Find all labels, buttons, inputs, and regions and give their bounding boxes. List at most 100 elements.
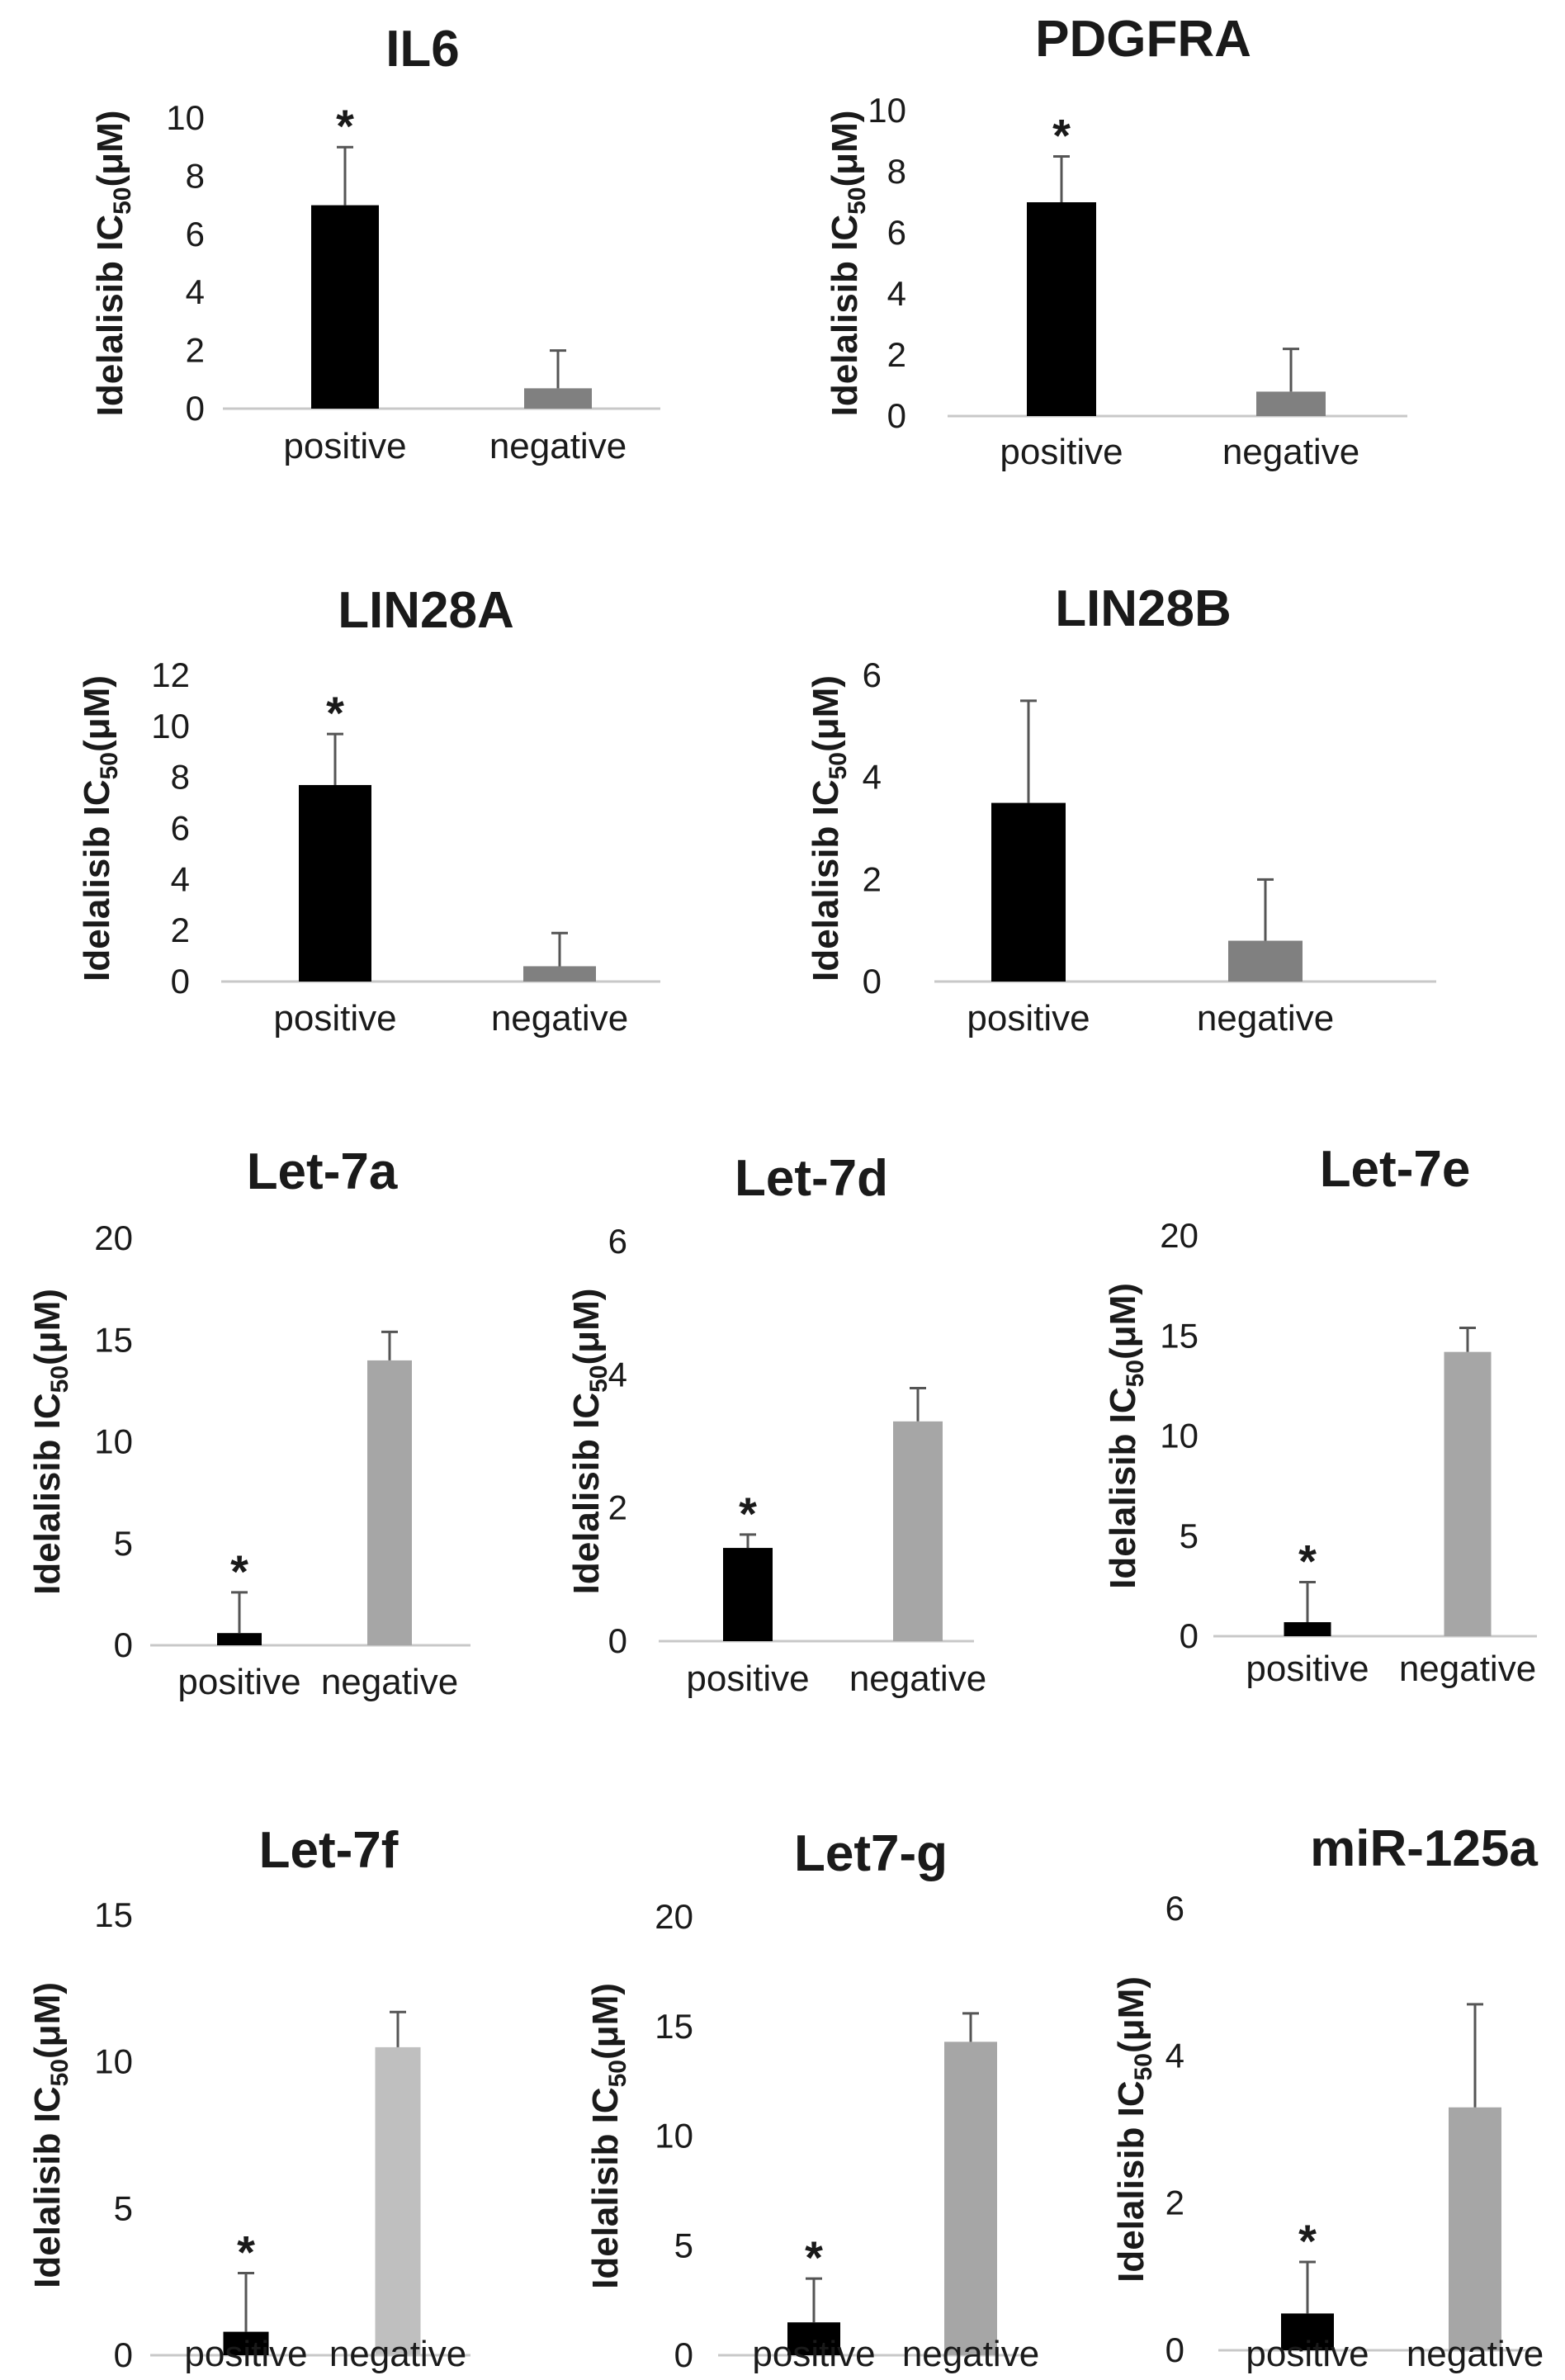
y-tick-label: 0 (114, 1625, 133, 1664)
y-axis-label-main: Idelalisib IC (585, 2087, 626, 2289)
y-tick-label: 4 (608, 1355, 627, 1393)
y-axis-label-subscript: 50 (1122, 1360, 1149, 1387)
bar-negative (523, 966, 596, 982)
error-bar (910, 1386, 926, 1422)
error-bar (327, 732, 343, 785)
y-axis-label: Idelalisib IC50(μM) (825, 111, 871, 417)
y-tick-label: 20 (94, 1218, 133, 1257)
chart-title: Let-7e (1320, 1141, 1471, 1198)
bar-negative (1444, 1351, 1492, 1636)
y-axis-label: Idelalisib IC50(μM) (77, 675, 123, 982)
error-bar (1053, 155, 1070, 202)
x-category-label: positive (184, 2334, 307, 2374)
error-bar (550, 349, 566, 389)
bar-positive (311, 205, 379, 409)
y-tick-label: 0 (1180, 1616, 1199, 1655)
y-tick-label: 4 (171, 859, 190, 898)
bar-positive (991, 802, 1066, 982)
y-axis-label-main: Idelalisib IC (806, 779, 846, 982)
y-tick-label: 2 (863, 859, 882, 898)
y-axis-label-unit: (μM) (90, 111, 130, 187)
y-tick-label: 10 (1160, 1417, 1199, 1455)
y-axis-label-subscript: 50 (604, 2060, 631, 2087)
error-bar (1299, 2260, 1316, 2314)
chart-panel-il6: IL6 Idelalisib IC50(μM) 0 2 4 6 8 10 * positive ne… (90, 21, 660, 466)
x-category-label: negative (849, 1658, 986, 1699)
y-tick-label: 0 (186, 389, 205, 428)
error-bar (231, 1591, 248, 1634)
chart-panel-let7-g: Let7-g Idelalisib IC50(μM) 0 5 10 15 20 * positi… (585, 1825, 1039, 2374)
y-tick-label: 8 (887, 152, 906, 191)
y-tick-label: 15 (1160, 1316, 1199, 1355)
y-axis-label-main: Idelalisib IC (90, 215, 130, 417)
chart-title: PDGFRA (1035, 11, 1251, 68)
bar-positive (1027, 202, 1096, 416)
x-category-label: positive (1246, 1649, 1369, 1689)
bar-negative (893, 1421, 943, 1641)
y-tick-label: 15 (655, 2007, 693, 2046)
y-tick-label: 15 (94, 1895, 133, 1934)
chart-panel-let-7a: Let-7a Idelalisib IC50(μM) 0 5 10 15 20 * positi… (27, 1143, 470, 1702)
significance-marker: * (739, 1488, 757, 1540)
y-axis-label: Idelalisib IC50(μM) (566, 1289, 612, 1595)
y-tick-label: 20 (1160, 1216, 1199, 1255)
y-tick-label: 12 (151, 655, 190, 694)
x-category-label: negative (1407, 2334, 1544, 2374)
chart-panel-mir-125a: miR-125a Idelalisib IC50(μM) 0 2 4 6 * positive… (1111, 1820, 1544, 2374)
x-category-label: negative (1197, 998, 1334, 1039)
bar-negative (524, 388, 592, 409)
significance-marker: * (230, 1545, 248, 1597)
y-axis-label: Idelalisib IC50(μM) (27, 1982, 73, 2288)
y-tick-label: 6 (863, 655, 882, 694)
y-tick-label: 0 (608, 1621, 627, 1660)
significance-marker: * (336, 100, 354, 152)
chart-title: IL6 (385, 21, 460, 78)
error-bar (551, 931, 568, 967)
chart-panel-let-7e: Let-7e Idelalisib IC50(μM) 0 5 10 15 20 * positi… (1103, 1141, 1537, 1689)
x-category-label: positive (283, 426, 406, 466)
chart-panel-pdgfra: PDGFRA Idelalisib IC50(μM) 0 2 4 6 8 10 * positiv… (825, 11, 1407, 472)
significance-marker: * (1052, 110, 1071, 162)
y-axis-label-subscript: 50 (844, 187, 871, 215)
y-axis-label-unit: (μM) (806, 675, 846, 752)
y-axis-label-unit: (μM) (27, 1982, 68, 2059)
bar-negative (1228, 940, 1303, 982)
y-axis-label-unit: (μM) (566, 1289, 607, 1365)
bar-negative (367, 1360, 412, 1645)
y-tick-label: 0 (887, 396, 906, 435)
y-axis-label-subscript: 50 (46, 2059, 73, 2086)
y-tick-label: 0 (114, 2335, 133, 2374)
x-category-label: negative (1222, 432, 1359, 472)
y-tick-label: 4 (887, 274, 906, 313)
x-category-label: positive (967, 998, 1090, 1039)
error-bar (390, 2010, 406, 2047)
error-bar (806, 2277, 822, 2323)
y-tick-label: 10 (94, 2042, 133, 2081)
y-axis-label-unit: (μM) (27, 1289, 68, 1365)
bar-negative (375, 2046, 421, 2355)
y-axis-label: Idelalisib IC50(μM) (27, 1289, 73, 1595)
chart-title: LIN28B (1055, 580, 1232, 637)
y-tick-label: 6 (186, 215, 205, 253)
y-tick-label: 0 (863, 962, 882, 1001)
error-bar (962, 2012, 979, 2042)
y-tick-label: 2 (608, 1488, 627, 1527)
y-tick-label: 4 (1165, 2036, 1184, 2075)
bar-negative (1449, 2107, 1501, 2350)
y-axis-label-main: Idelalisib IC (1111, 2080, 1151, 2283)
error-bar (1283, 348, 1299, 392)
error-bar (1467, 2003, 1483, 2108)
x-category-label: negative (329, 2334, 466, 2374)
bar-positive (217, 1633, 262, 1645)
significance-marker: * (237, 2226, 255, 2278)
y-tick-label: 6 (1165, 1889, 1184, 1928)
y-tick-label: 10 (94, 1422, 133, 1461)
y-tick-label: 2 (1165, 2184, 1184, 2222)
y-tick-label: 8 (186, 156, 205, 195)
y-tick-label: 4 (186, 272, 205, 311)
x-category-label: positive (1246, 2334, 1369, 2374)
chart-panel-lin28b: LIN28B Idelalisib IC50(μM) 0 2 4 6 positive neg… (806, 580, 1436, 1039)
chart-title: Let-7f (259, 1822, 399, 1879)
y-tick-label: 0 (1165, 2330, 1184, 2369)
y-axis-label: Idelalisib IC50(μM) (90, 111, 136, 417)
